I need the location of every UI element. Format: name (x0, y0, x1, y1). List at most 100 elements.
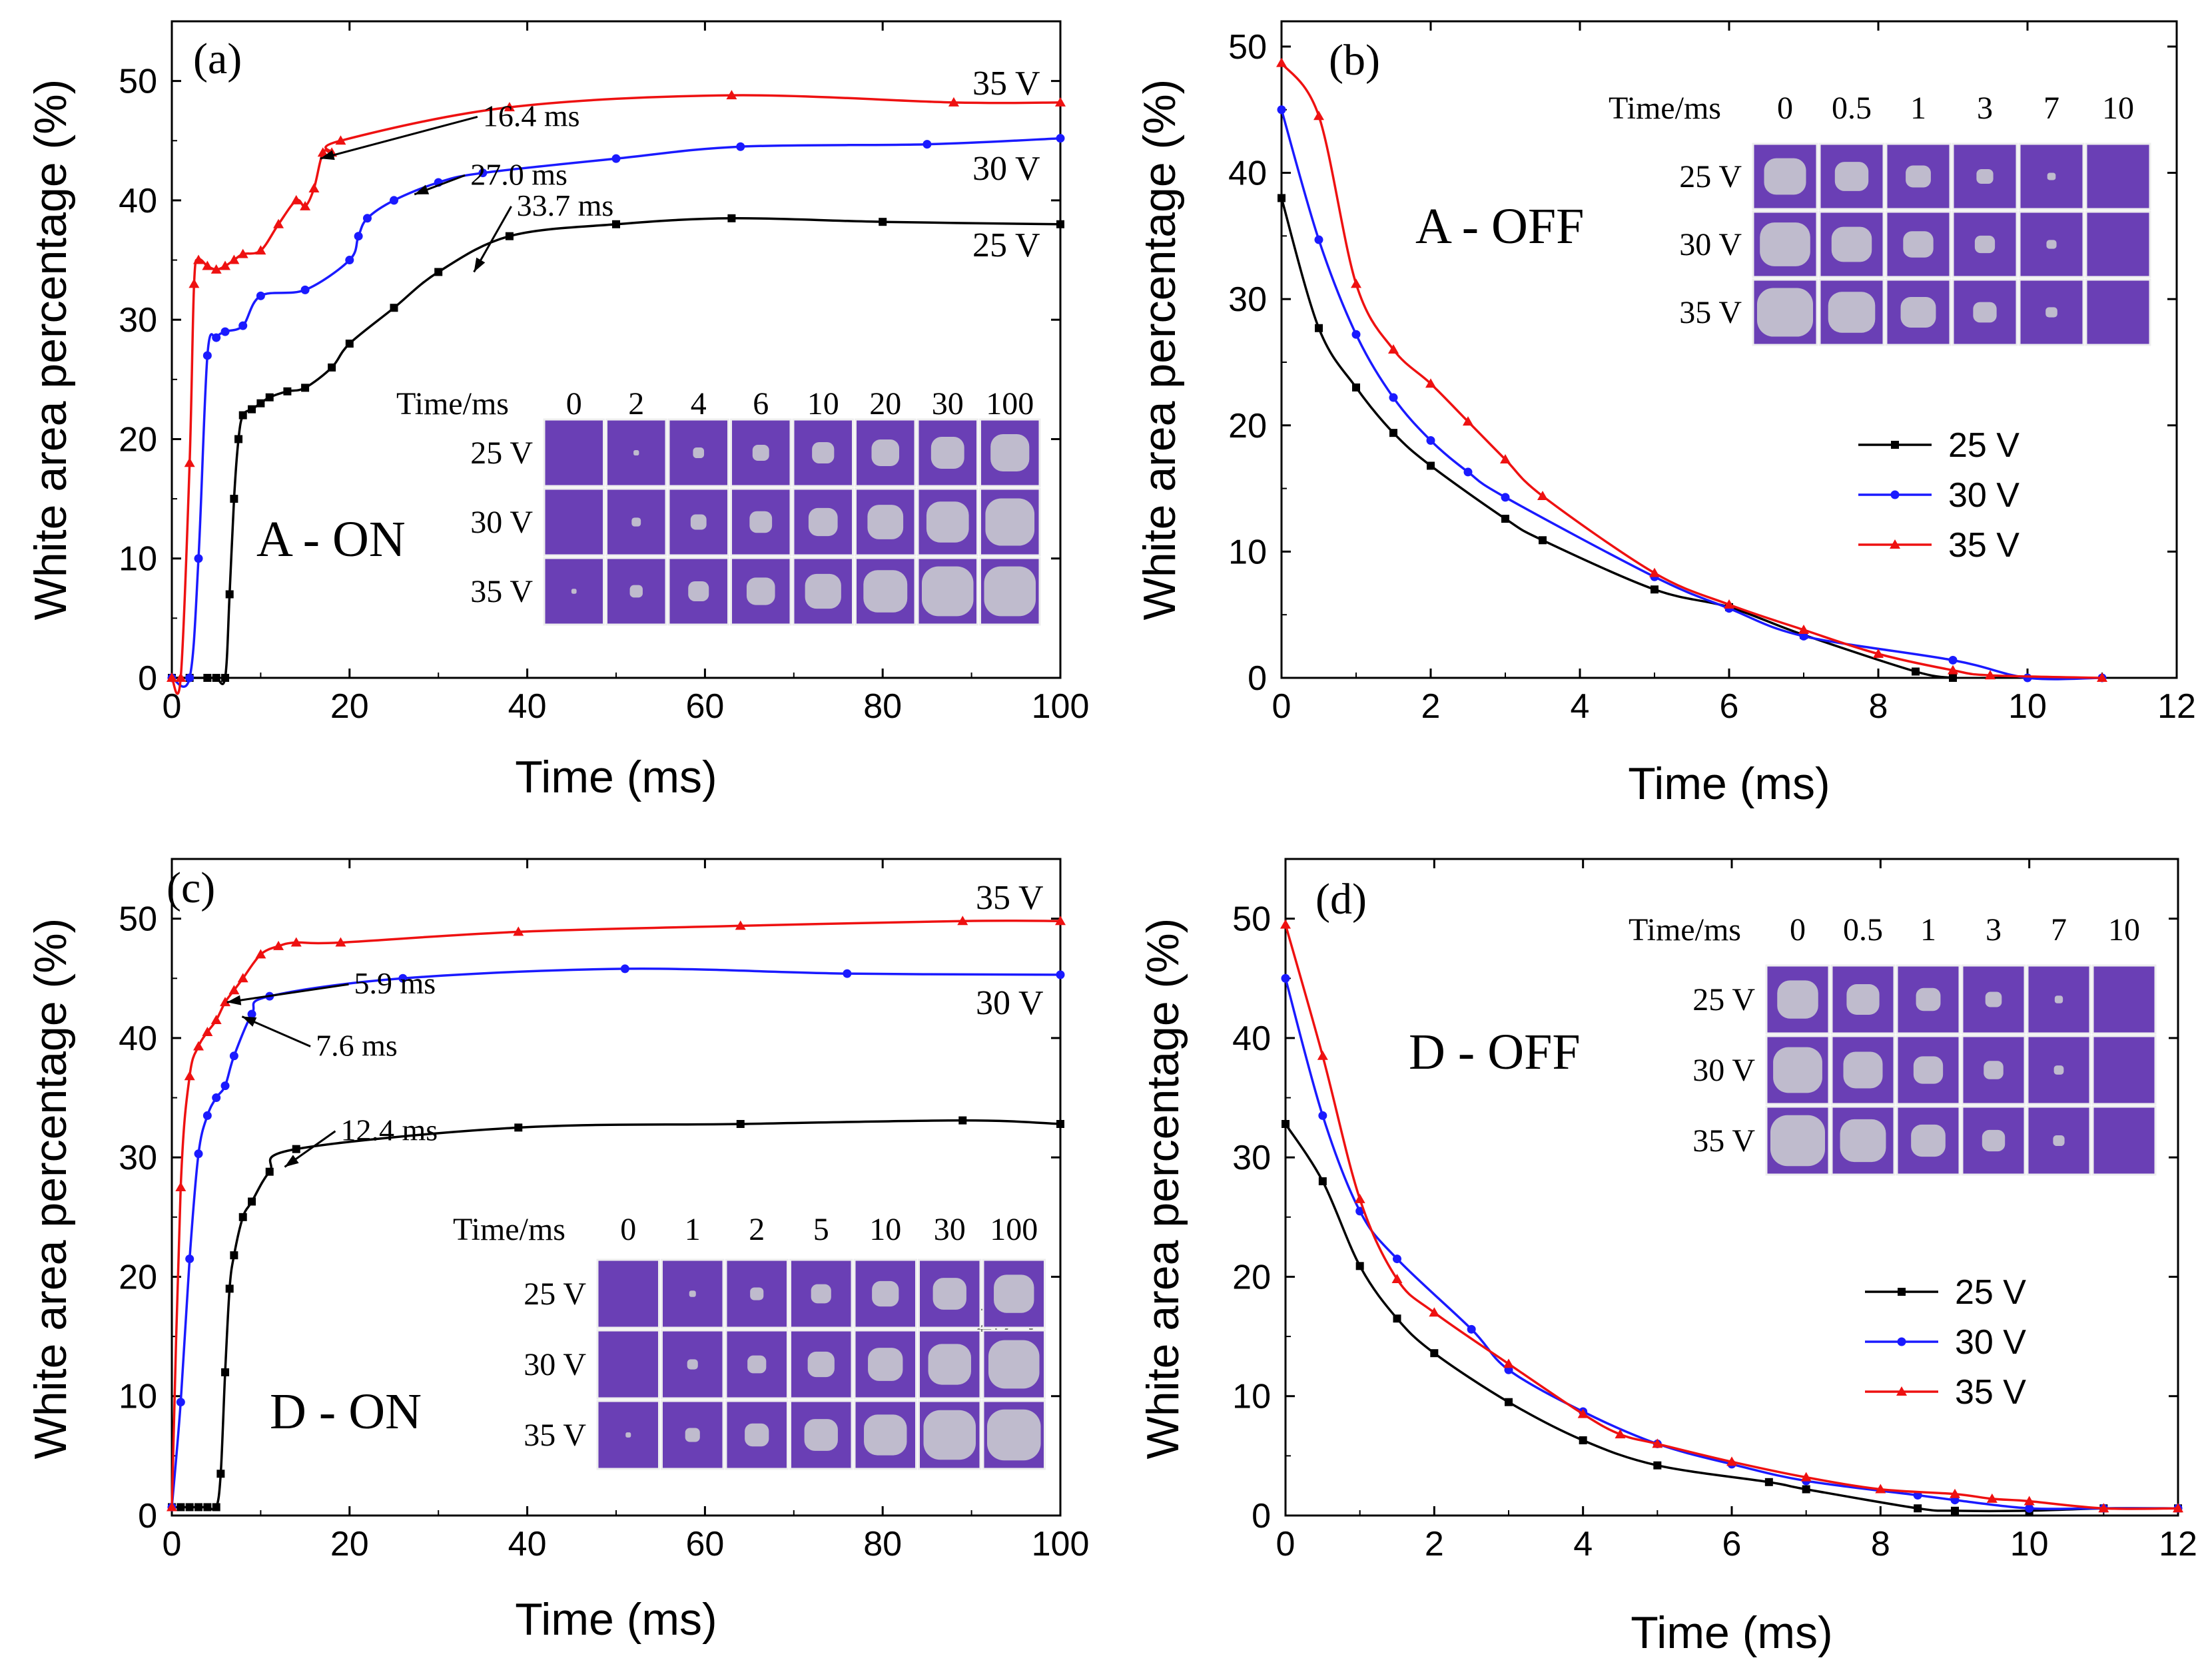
data-point (1317, 1050, 1328, 1060)
inset-time-label: 3 (1986, 912, 2002, 948)
inset-white-area (1843, 1051, 1883, 1089)
inset-white-area (932, 1278, 966, 1310)
data-point (202, 351, 212, 360)
data-point (283, 387, 292, 396)
data-point (237, 973, 248, 983)
plot-frame (1280, 20, 2178, 679)
inset-white-area (1976, 169, 1994, 184)
series-line (171, 137, 1061, 688)
data-point (1056, 970, 1065, 979)
data-point (726, 90, 737, 100)
data-point (1467, 1324, 1476, 1334)
inset-white-area (863, 570, 908, 613)
data-point (212, 674, 220, 682)
annotation-arrowhead (474, 257, 486, 272)
inset-time-label: 2 (628, 386, 644, 421)
legend-label: 30 V (1955, 1323, 2026, 1362)
data-point (1653, 1461, 1662, 1470)
data-point (167, 1502, 177, 1512)
inset-row-label: 35 V (1679, 295, 1742, 330)
inset-white-area (1906, 165, 1931, 188)
data-point (514, 1123, 523, 1132)
inset-cell (2085, 142, 2151, 210)
data-point (317, 147, 328, 157)
inset-time-label: 0 (566, 386, 582, 421)
inset-time-label: 0 (1777, 91, 1793, 126)
data-point (229, 1051, 238, 1061)
x-tick-label: 2 (1425, 1525, 1444, 1563)
inset-white-area (685, 1428, 700, 1442)
x-tick-label: 100 (1032, 1525, 1090, 1563)
data-point (1873, 648, 1884, 658)
x-tick-label: 80 (863, 1525, 902, 1563)
inset-white-area (1834, 162, 1869, 191)
data-point (505, 232, 514, 240)
annotation-arrowhead (226, 995, 242, 1005)
inset-white-area (864, 1414, 907, 1456)
data-point (248, 405, 256, 414)
data-point (1948, 665, 1958, 675)
y-axis-label: White area percentage (%) (25, 79, 76, 621)
inset-time-label: 6 (753, 386, 769, 421)
annotation-arrow (226, 983, 349, 1003)
inset-white-area (805, 573, 841, 609)
inset-white-area (2045, 307, 2057, 318)
y-tick-label: 40 (119, 1019, 157, 1058)
data-point (957, 916, 968, 926)
series-v35 (1276, 57, 2107, 682)
inset-white-area (693, 447, 705, 459)
data-point (1282, 1119, 1290, 1128)
data-point (237, 248, 248, 258)
data-point (202, 1026, 213, 1036)
data-point (230, 1251, 238, 1260)
series-v25 (1282, 1119, 2182, 1515)
series-label: 35 V (972, 65, 1040, 103)
inset-white-area (749, 511, 773, 533)
data-point (212, 333, 221, 342)
data-point (177, 1503, 185, 1512)
inset-white-area (1846, 984, 1880, 1015)
y-tick-label: 10 (119, 540, 157, 579)
data-point (230, 495, 238, 503)
inset-header: Time/ms (396, 386, 509, 421)
data-point (2023, 673, 2032, 683)
series-line (171, 216, 1061, 685)
y-tick-label: 50 (119, 63, 157, 101)
data-point (1354, 1193, 1365, 1203)
inset-white-area (930, 436, 964, 469)
data-point (612, 220, 620, 228)
inset-time-label: 100 (986, 386, 1034, 421)
x-tick-label: 0 (163, 1525, 182, 1563)
x-axis-label: Time (ms) (515, 1594, 717, 1645)
inset-white-area (750, 1287, 764, 1300)
inset-time-label: 10 (807, 386, 839, 421)
series-label: 30 V (976, 984, 1044, 1022)
series-line (171, 94, 1061, 695)
y-tick-label: 50 (1228, 28, 1267, 67)
inset-white-area (994, 1274, 1034, 1313)
inset-row-label: 30 V (470, 505, 533, 540)
data-point (210, 264, 222, 274)
inset-cell (2091, 1105, 2157, 1176)
data-point (345, 256, 354, 265)
data-point (1314, 235, 1323, 244)
inset-white-area (872, 1280, 899, 1307)
data-point (620, 964, 629, 974)
y-tick-label: 0 (138, 659, 157, 698)
x-tick-label: 12 (2159, 1525, 2197, 1563)
data-point (238, 411, 247, 419)
data-point (203, 674, 212, 682)
data-point (1056, 220, 1064, 228)
data-point (1355, 1262, 1364, 1270)
data-point (256, 399, 265, 408)
series-v35 (167, 90, 1066, 695)
data-point (1352, 383, 1360, 392)
inset-white-area (2053, 1065, 2064, 1075)
data-point (1276, 57, 1287, 67)
inset-cell (2091, 964, 2157, 1035)
data-point (1577, 1408, 1589, 1418)
legend-label: 25 V (1948, 426, 2020, 465)
inset-cell (2085, 278, 2151, 346)
inset-white-area (985, 498, 1035, 546)
